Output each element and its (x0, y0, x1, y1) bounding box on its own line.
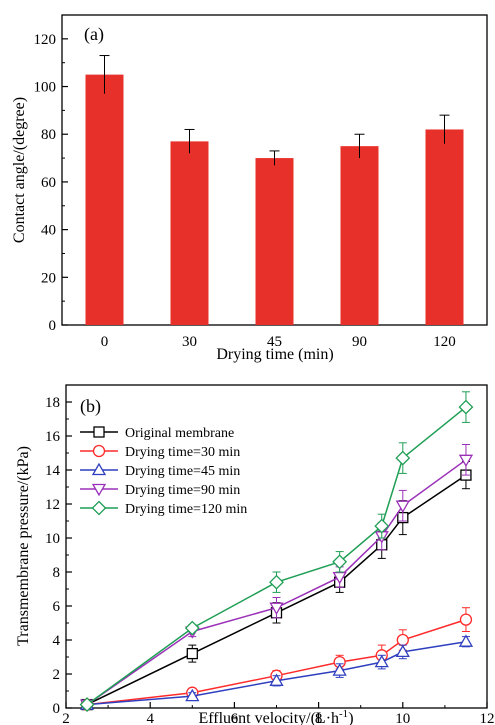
panel-a-x-axis-label: Drying time (min) (216, 346, 333, 363)
panel-a-x-tick-label: 30 (182, 334, 197, 350)
panel-a-bar (425, 129, 464, 325)
panel-b-marker-diamond (395, 450, 411, 466)
panel-b-y-tick-label: 8 (53, 565, 61, 581)
panel-b-marker-triangle-down (91, 483, 107, 497)
panel-b-marker-triangle-up (395, 644, 410, 658)
panel-a-y-ticks: 0 20 40 60 80 100 120 (34, 32, 68, 334)
panel-b-series-2 (79, 634, 474, 710)
panel-b-legend-label: Drying time=90 min (125, 483, 240, 498)
panel-b-x-tick-label: 10 (395, 711, 410, 725)
panel-b-marker-diamond (374, 518, 390, 534)
panel-b-marker-diamond (91, 500, 107, 516)
panel-b-marker-circle (459, 613, 473, 626)
panel-b-legend-label: Drying time=120 min (125, 502, 247, 517)
panel-b-label: (b) (80, 396, 101, 417)
panel-b-marker-triangle-up (374, 654, 389, 668)
panel-b-series (79, 391, 474, 713)
panel-b-x-ticks: 2 4 6 8 10 12 (62, 702, 495, 725)
panel-b-marker-triangle-up (91, 462, 107, 476)
panel-a-y-tick-label: 40 (41, 223, 56, 239)
panel-b-x-tick-label: 8 (315, 711, 323, 725)
panel-b-legend-item-2: Drying time=45 min (80, 462, 240, 479)
panel-b-marker-circle (396, 633, 409, 647)
panel-b-y-tick-label: 12 (45, 497, 60, 513)
panel-b-y-tick-label: 18 (45, 395, 60, 411)
panel-b-y-tick-label: 0 (53, 701, 61, 717)
panel-b-marker-square (93, 426, 105, 438)
panel-a-y-tick-label: 60 (41, 175, 56, 191)
panel-a-y-axis-label: Contact angle/(degree) (11, 97, 28, 243)
panel-b-marker-circle (92, 444, 106, 458)
panel-b-marker-triangle-up (269, 673, 284, 686)
panel-b-legend-item-4: Drying time=120 min (80, 500, 247, 517)
panel-a-y-tick-label: 0 (49, 318, 57, 334)
panel-b-x-tick-label: 4 (146, 711, 154, 725)
panel-b-legend-label: Original membrane (125, 426, 234, 441)
panel-b-legend-label: Drying time=30 min (125, 445, 240, 460)
panel-b-marker-triangle-down (269, 602, 284, 616)
panel-b-legend-label: Drying time=45 min (125, 464, 240, 479)
panel-b-marker-triangle-down (458, 454, 474, 468)
panel-a-bar (340, 146, 379, 325)
panel-b-marker-square (186, 647, 198, 660)
panel-a-x-tick-label: 120 (433, 334, 456, 350)
panel-a-bar (170, 141, 209, 325)
panel-b-x-axis-label-sup: -1 (339, 708, 348, 720)
panel-a-label: (a) (84, 24, 104, 45)
panel-a-y-tick-label: 120 (34, 32, 57, 48)
panel-b-marker-triangle-down (395, 500, 410, 514)
panel-b-legend-item-1: Drying time=30 min (80, 444, 240, 460)
panel-b-marker-triangle-up (332, 663, 347, 676)
panel-b-legend-item-3: Drying time=90 min (80, 483, 240, 498)
panel-b-marker-triangle-up (185, 688, 200, 702)
panel-b-y-tick-label: 16 (45, 429, 61, 445)
panel-b-marker-diamond (184, 620, 200, 636)
panel-b-marker-triangle-up (458, 634, 474, 647)
panel-b-marker-diamond (332, 554, 348, 570)
panel-b-series-line (86, 618, 467, 706)
panel-b-y-axis-label: Transmembrane pressure/(kPa) (15, 446, 32, 646)
panel-b-x-tick-label: 6 (231, 711, 239, 725)
panel-a-x-tick-label: 0 (101, 334, 109, 350)
panel-b-y-tick-label: 6 (53, 599, 61, 615)
panel-b-y-tick-label: 10 (45, 531, 60, 547)
panel-a-bars (85, 55, 464, 325)
panel-a-y-tick-label: 80 (41, 127, 56, 143)
panel-b-marker-triangle-down (332, 571, 347, 585)
panel-b-y-ticks: 0 2 4 6 8 10 12 14 16 18 (45, 395, 72, 717)
panel-a-bar (85, 74, 124, 325)
panel-a-x-tick-label: 45 (267, 334, 282, 350)
panel-b-y-tick-label: 2 (53, 667, 61, 683)
panel-b-legend-item-0: Original membrane (80, 426, 234, 441)
panel-a-bar (255, 158, 294, 325)
panel-b-marker-diamond (458, 399, 474, 415)
panel-b-y-tick-label: 14 (45, 463, 61, 479)
panel-b-x-axis-label: Effluent velocity/(L·h-1) (198, 708, 353, 725)
panel-b-x-tick-label: 12 (480, 711, 495, 725)
panel-b-y-tick-label: 4 (53, 633, 61, 649)
panel-b-x-axis-label-end: ) (348, 710, 353, 725)
panel-b-marker-diamond (79, 697, 95, 713)
panel-a-bar-chart: 0 20 40 60 80 100 120 0 30 45 90 120 (a) Drying ti… (11, 14, 488, 363)
panel-a-x-ticks: 0 30 45 90 120 (101, 319, 456, 350)
panel-b-series-4 (79, 391, 474, 713)
panel-a-y-tick-label: 100 (34, 80, 57, 96)
panel-a-y-tick-label: 20 (41, 270, 56, 286)
panel-b-marker-diamond (269, 574, 284, 590)
panel-a-x-tick-label: 90 (352, 334, 367, 350)
panel-b-legend: Original membrane Drying time=30 min Dryin… (80, 426, 247, 517)
panel-b-x-axis-label-main: Effluent velocity/(L·h (198, 710, 339, 725)
panel-b-x-tick-label: 2 (62, 711, 70, 725)
